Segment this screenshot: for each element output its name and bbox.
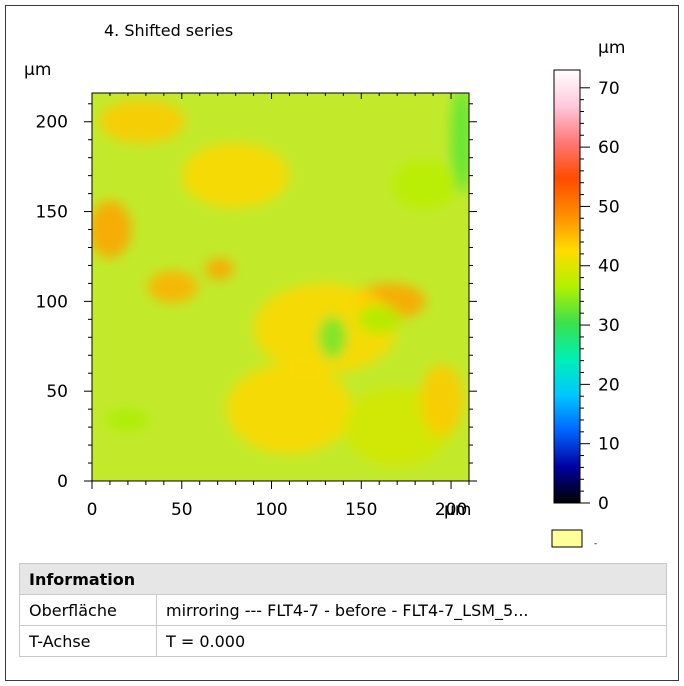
heatmap-feature xyxy=(106,409,150,431)
information-header: Information xyxy=(19,563,667,595)
heatmap-feature xyxy=(226,364,353,455)
colorbar-tick-label: 40 xyxy=(598,257,620,277)
info-key-t-axis: T-Achse xyxy=(19,625,157,657)
heatmap-feature xyxy=(391,159,457,210)
x-axis-unit-label: µm xyxy=(444,500,471,520)
colorbar-tick-label: 20 xyxy=(598,375,620,395)
heatmap-feature xyxy=(99,100,186,144)
missing-value-swatch xyxy=(551,529,583,548)
information-header-row: Information xyxy=(19,563,667,595)
x-tick-label: 0 xyxy=(87,500,98,520)
heatmap-feature xyxy=(181,143,290,208)
colorbar-tick-label: 30 xyxy=(598,316,620,336)
y-axis: 0 50 100 150 200 xyxy=(36,103,477,492)
heatmap-features xyxy=(92,93,469,467)
colorbar-tick-label: 0 xyxy=(598,494,609,514)
x-axis: 0 50 100 150 200 xyxy=(87,93,470,520)
heatmap-feature xyxy=(147,270,198,304)
y-tick-label: 200 xyxy=(36,113,68,133)
x-tick-label: 50 xyxy=(171,500,193,520)
x-tick-label: 100 xyxy=(255,500,287,520)
heatmap-feature xyxy=(92,200,132,259)
colorbar-tick-label: 10 xyxy=(598,435,620,455)
x-tick-label: 200 xyxy=(435,500,467,520)
missing-value-label: - xyxy=(594,539,597,549)
colorbar-unit-label: µm xyxy=(598,38,625,58)
info-value-surface: mirroring --- FLT4-7 - before - FLT4-7_L… xyxy=(156,594,667,626)
y-tick-label: 50 xyxy=(46,382,68,402)
colorbar-tick-label: 50 xyxy=(598,197,620,217)
y-tick-label: 0 xyxy=(57,472,68,492)
heatmap-feature xyxy=(205,258,234,280)
info-row-t-axis: T-Achse T = 0.000 xyxy=(19,625,667,657)
colorbar-tick-label: 60 xyxy=(598,138,620,158)
plot-border xyxy=(91,92,470,482)
colorbar xyxy=(553,69,581,504)
heatmap-feature xyxy=(357,304,401,334)
y-axis-unit-label: µm xyxy=(24,60,51,80)
info-row-surface: Oberfläche mirroring --- FLT4-7 - before… xyxy=(19,594,667,626)
plot-title: 4. Shifted series xyxy=(104,21,233,40)
colorbar-tick-label: 70 xyxy=(598,79,620,99)
info-key-surface: Oberfläche xyxy=(19,594,157,626)
x-tick-label: 150 xyxy=(345,500,377,520)
colorbar-axis: 70 60 50 40 30 20 10 0 xyxy=(580,79,620,514)
heatmap-feature xyxy=(420,364,464,437)
info-value-t-axis: T = 0.000 xyxy=(156,625,667,657)
y-tick-label: 150 xyxy=(36,203,68,223)
heatmap-plot: 4. Shifted series µm µm 0 50 100 150 200 050… xyxy=(24,21,625,549)
y-tick-label: 100 xyxy=(36,292,68,312)
heatmap-feature xyxy=(451,93,469,194)
surface-heatmap xyxy=(92,93,469,481)
heatmap-feature xyxy=(318,315,347,359)
information-table: Information Oberfläche mirroring --- FLT… xyxy=(19,563,667,657)
